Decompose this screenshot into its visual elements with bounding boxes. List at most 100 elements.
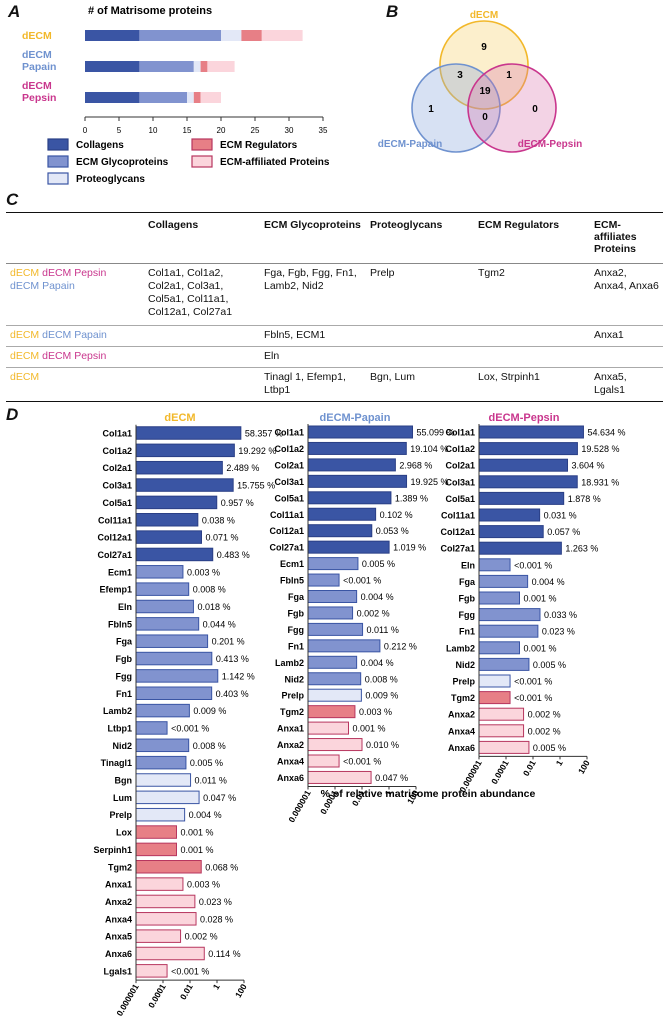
bar-value-label: 0.003 %: [187, 567, 220, 577]
bar-value-label: 0.047 %: [203, 793, 236, 803]
table-row: dECM dECM Papain Fbln5, ECM1 Anxa1: [6, 326, 663, 347]
bar: [135, 964, 168, 978]
bar-category-label: Anxa2: [448, 710, 475, 720]
bar-category-label: Efemp1: [99, 585, 132, 595]
category-label: dECM: [22, 30, 52, 42]
bar: [478, 591, 520, 605]
x-tick-label: 0.01: [521, 758, 538, 778]
bar-value-label: 0.001 %: [524, 594, 557, 604]
bar: [307, 590, 358, 603]
bar-category-label: Col3a1: [274, 477, 304, 487]
bar-category-label: Col12a1: [269, 526, 304, 536]
set-label: dECM: [470, 10, 498, 21]
bar-category-label: Eln: [461, 560, 475, 570]
table-header-cell: Collagens: [148, 219, 199, 231]
bar: [307, 474, 408, 488]
bar-value-label: 0.001 %: [181, 828, 214, 838]
bar: [478, 442, 578, 456]
table-cell: Fbln5, ECM1: [264, 329, 326, 341]
bar-value-label: 1.263 %: [565, 544, 598, 554]
table-cell: [366, 347, 474, 368]
bar: [135, 686, 213, 700]
protein-table-c: Collagens ECM Glycoproteins Proteoglycan…: [6, 212, 663, 402]
bar-category-label: Col12a1: [440, 527, 475, 537]
category-label: Papain: [22, 61, 56, 73]
bar-segment: [187, 92, 194, 103]
bar: [135, 773, 192, 787]
bar-value-label: 18.931 %: [581, 477, 619, 487]
legend-label: Proteoglycans: [76, 174, 145, 185]
bar-value-label: 0.005 %: [533, 743, 566, 753]
set-label: dECM-Pepsin: [518, 139, 582, 150]
table-cell: Tgm2: [478, 267, 505, 279]
bar-category-label: Fn1: [459, 627, 475, 637]
bar-category-label: Anxa4: [448, 726, 475, 736]
bar: [307, 639, 381, 653]
bar-value-label: 0.031 %: [544, 511, 577, 521]
bar-category-label: Tgm2: [108, 862, 132, 872]
table-header-cell: Proteoglycans: [370, 219, 443, 231]
bar-value-label: 0.053 %: [376, 526, 409, 536]
venn-count: 9: [481, 42, 487, 53]
table-cell: Col1a1, Col1a2, Col2a1, Col3a1, Col5a1, …: [148, 267, 233, 318]
bar-category-label: Col3a1: [102, 481, 132, 491]
condition-dECM: dECM: [10, 371, 40, 383]
bar: [478, 458, 569, 472]
chart-title: dECM-Pepsin: [489, 412, 560, 424]
table-row: dECM Tinagl 1, Efemp1, Ltbp1 Bgn, Lum Lo…: [6, 368, 663, 402]
bar: [307, 524, 373, 538]
bar-value-label: 2.968 %: [399, 460, 432, 470]
bar-category-label: Col3a1: [445, 477, 475, 487]
table-cell: [366, 326, 474, 347]
bar-value-label: 0.002 %: [528, 726, 561, 736]
bar-category-label: Prelp: [452, 677, 475, 687]
bar-category-label: Fn1: [288, 641, 304, 651]
bar-value-label: 0.004 %: [189, 810, 222, 820]
table-cell: [144, 347, 260, 368]
bar-value-label: 1.389 %: [395, 493, 428, 503]
x-tick-label: 15: [183, 126, 192, 135]
table-cell: Anxa1: [594, 329, 624, 341]
bar: [307, 688, 362, 702]
bar-category-label: Col1a1: [274, 428, 304, 438]
bar-category-label: Anxa1: [277, 724, 304, 734]
bar: [135, 426, 242, 440]
bar: [135, 582, 190, 596]
bar-value-label: 0.002 %: [357, 608, 390, 618]
table-cell: Bgn, Lum: [370, 371, 415, 383]
bar-segment: [139, 92, 187, 103]
bar-value-label: 0.005 %: [190, 758, 223, 768]
venn-count: 3: [457, 70, 463, 81]
x-tick-label: 30: [285, 126, 294, 135]
bar-value-label: 0.010 %: [366, 740, 399, 750]
bar-category-label: Col27a1: [440, 544, 475, 554]
x-tick-label: 1: [554, 758, 565, 767]
bar: [478, 475, 578, 489]
bar-value-label: <0.001 %: [343, 757, 381, 767]
x-tick-label: 5: [117, 126, 122, 135]
bar-category-label: Col1a2: [102, 446, 132, 456]
bar: [135, 651, 213, 666]
bar-category-label: Nid2: [112, 741, 132, 751]
bar-category-label: Col2a1: [274, 460, 304, 470]
bar: [135, 807, 186, 822]
bar-value-label: 0.028 %: [200, 914, 233, 924]
stacked-bar-chart-a: # of Matrisome proteinsdECMdECMPapaindEC…: [22, 5, 330, 185]
bar-category-label: Lamb2: [446, 643, 475, 653]
bar: [478, 624, 539, 638]
bar-category-label: Col2a1: [445, 461, 475, 471]
bar-category-label: Serpinh1: [93, 845, 132, 855]
bar-value-label: <0.001 %: [171, 723, 209, 733]
legend-label: ECM Glycoproteins: [76, 157, 169, 168]
bar: [478, 525, 544, 539]
bar-category-label: Anxa2: [277, 740, 304, 750]
bar-value-label: 0.011 %: [367, 625, 399, 635]
bar-value-label: 0.023 %: [542, 627, 575, 637]
bar-category-label: Tinagl1: [101, 758, 132, 768]
bar-segment: [221, 30, 242, 41]
bar-value-label: 0.008 %: [193, 741, 226, 751]
bar-value-label: <0.001 %: [171, 966, 209, 976]
condition-pepsin: dECM Pepsin: [42, 350, 107, 362]
bar-value-label: 0.009 %: [365, 691, 398, 701]
venn-count: 0: [532, 104, 538, 115]
